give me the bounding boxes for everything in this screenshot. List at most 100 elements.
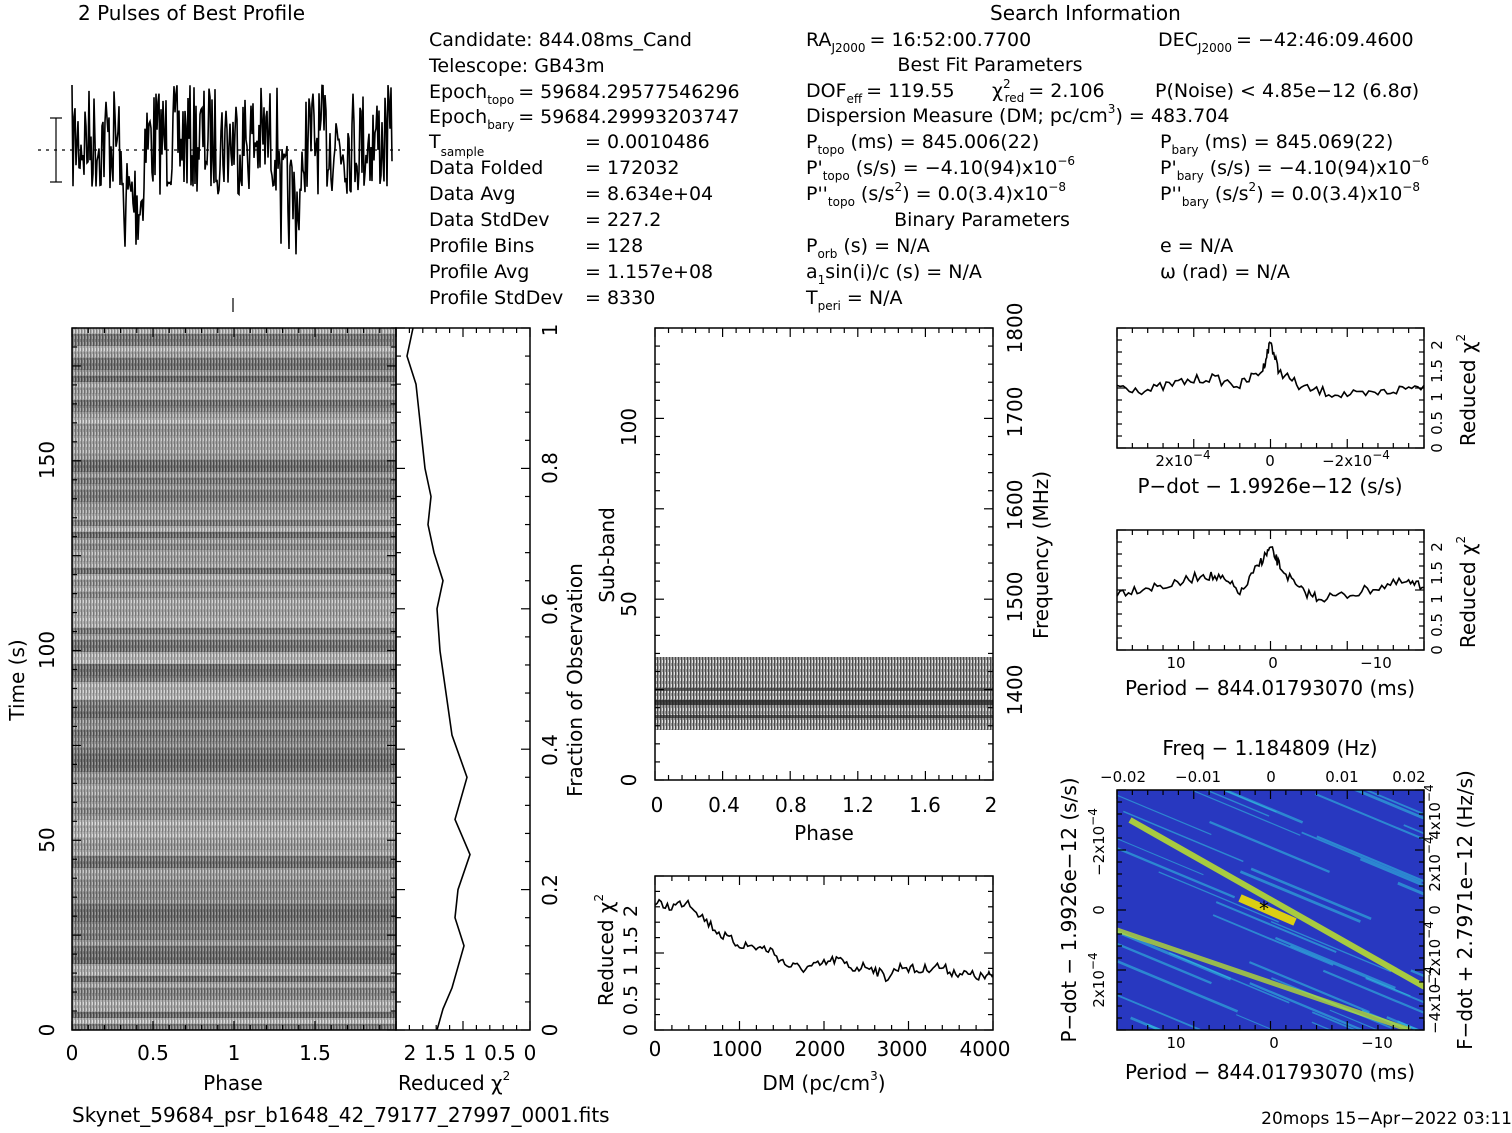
time-phase-band <box>72 544 396 550</box>
time-phase-band <box>72 484 396 490</box>
ppdot-streak <box>1123 810 1244 863</box>
search-pnoise: P(Noise) < 4.85e−12 (6.8σ) <box>1155 80 1419 102</box>
info-prof-bins-val: = 128 <box>585 235 643 257</box>
pe-xtick-1: 0 <box>1268 654 1278 672</box>
dm-xlabel: DM (pc/cm3) <box>762 1069 885 1095</box>
time-phase-band <box>72 610 396 616</box>
time-phase-band <box>72 880 396 886</box>
ppdot-streak <box>1221 790 1304 824</box>
ppdot-streak <box>1270 921 1392 973</box>
time-phase-band <box>72 688 396 694</box>
time-phase-band <box>72 646 396 652</box>
time-phase-band <box>72 808 396 814</box>
sb-y2tick-3: 1700 <box>1003 387 1027 438</box>
time-phase-band <box>72 832 396 838</box>
pd-xtick-1: 0 <box>1265 452 1275 470</box>
pd-xtick-2: −2x10−4 <box>1322 448 1390 470</box>
sb-xtick-3: 1.2 <box>842 793 874 817</box>
ppdot-streak <box>1248 961 1370 1014</box>
info-prof-bins: Profile Bins <box>429 235 534 257</box>
ppdot-streak <box>1117 942 1212 985</box>
time-phase-band <box>72 568 396 574</box>
ppdot-ridge-main <box>1128 817 1424 991</box>
time-phase-band <box>72 400 396 406</box>
ppdot-streak <box>1117 847 1236 899</box>
time-phase-band <box>72 796 396 802</box>
period-chi-line <box>1116 546 1425 603</box>
time-phase-band <box>72 562 396 568</box>
time-phase-plot: 0 0.5 1 1.5 Phase 0 50 100 150 Time (s) <box>5 327 397 1095</box>
pp-xlabel: Period − 844.01793070 (ms) <box>1125 1060 1415 1084</box>
ppdot-streak <box>1359 858 1424 887</box>
time-phase-band <box>72 1012 396 1018</box>
time-chi-plot: 2 1.5 1 0.5 0 Reduced χ2 0 0.2 0.4 0.6 0… <box>395 324 587 1095</box>
ppdot-peak <box>1238 894 1297 926</box>
time-phase-band <box>72 520 396 526</box>
pp-y2tick-2: 0 <box>1426 905 1444 915</box>
info-telescope: Telescope: GB43m <box>428 55 605 77</box>
info-prof-avg-val: = 1.157e+08 <box>585 261 713 283</box>
search-tperi: Tperi = N/A <box>805 287 902 313</box>
time-phase-band <box>72 502 396 508</box>
dm-xtick-2: 2000 <box>795 1037 846 1061</box>
time-phase-band <box>72 340 396 346</box>
time-phase-band <box>72 736 396 742</box>
time-phase-band <box>72 700 396 706</box>
footer-stamp: 20mops 15−Apr−2022 03:11 <box>1261 1109 1512 1129</box>
time-phase-band <box>72 580 396 586</box>
ppdot-streaks: * <box>1117 790 1424 1030</box>
tc-y2tick-2: 0.4 <box>538 734 562 766</box>
tp-ytick-0: 0 <box>35 1024 59 1037</box>
time-phase-band <box>72 406 396 412</box>
time-phase-band <box>72 844 396 850</box>
ppdot-streak <box>1209 820 1330 873</box>
dm-chi-ticks <box>654 875 994 1031</box>
ppdot-streak <box>1117 960 1239 1013</box>
time-phase-band <box>72 772 396 778</box>
time-phase-band <box>72 532 396 538</box>
time-phase-band <box>72 898 396 904</box>
time-phase-band <box>72 346 396 352</box>
profile-title: 2 Pulses of Best Profile <box>78 1 305 25</box>
dm-ytick-0: 0 <box>620 1024 642 1036</box>
time-phase-band <box>72 988 396 994</box>
time-phase-band <box>72 712 396 718</box>
info-epoch-topo: Epochtopo = 59684.29577546296 <box>429 81 740 107</box>
subband-frame <box>654 327 994 781</box>
sb-xtick-0: 0 <box>651 793 664 817</box>
ppdot-streak <box>1117 930 1232 981</box>
time-phase-bands <box>72 328 396 1030</box>
search-pddot-topo: P''topo (s/s2) = 0.0(3.4)x10−8 <box>806 180 1066 209</box>
tc-y2tick-3: 0.6 <box>538 593 562 625</box>
pe-xtick-2: −10 <box>1360 654 1392 672</box>
ppdot-streak <box>1397 881 1424 896</box>
time-chi-line <box>406 327 471 1031</box>
tc-xtick-4: 0 <box>524 1041 537 1065</box>
info-prof-avg: Profile Avg <box>429 261 529 283</box>
search-pdot-bary: P'bary (s/s) = −4.10(94)x10−6 <box>1160 154 1429 183</box>
pp-ylabel: P−dot − 1.9926e−12 (s/s) <box>1057 777 1081 1042</box>
info-epoch-bary: Epochbary = 59684.29993203747 <box>429 106 740 132</box>
info-data-folded: Data Folded <box>429 157 543 179</box>
time-phase-band <box>72 994 396 1000</box>
time-phase-band <box>72 952 396 958</box>
ppdot-streak <box>1329 1009 1379 1030</box>
sb-ylabel: Sub-band <box>595 507 619 603</box>
search-omega: ω (rad) = N/A <box>1160 261 1290 283</box>
pe-ytick-3: 1.5 <box>1428 561 1446 585</box>
time-phase-band <box>72 550 396 556</box>
pd-xtick-0: 2x10−4 <box>1155 448 1210 470</box>
tp-xtick-1: 0.5 <box>137 1041 169 1065</box>
pe-ytick-4: 2 <box>1428 542 1446 552</box>
time-phase-band <box>72 790 396 796</box>
time-phase-band <box>72 352 396 358</box>
ppdot-streak <box>1352 790 1424 820</box>
info-data-std: Data StdDev <box>429 209 550 231</box>
time-phase-band <box>72 694 396 700</box>
time-phase-band <box>72 724 396 730</box>
time-phase-band <box>72 940 396 946</box>
pp-toptick-0: −0.02 <box>1100 768 1146 786</box>
pp-ytick-2: −2x10−4 <box>1086 808 1108 876</box>
time-phase-band <box>72 676 396 682</box>
pdot-chi-line <box>1116 341 1425 399</box>
